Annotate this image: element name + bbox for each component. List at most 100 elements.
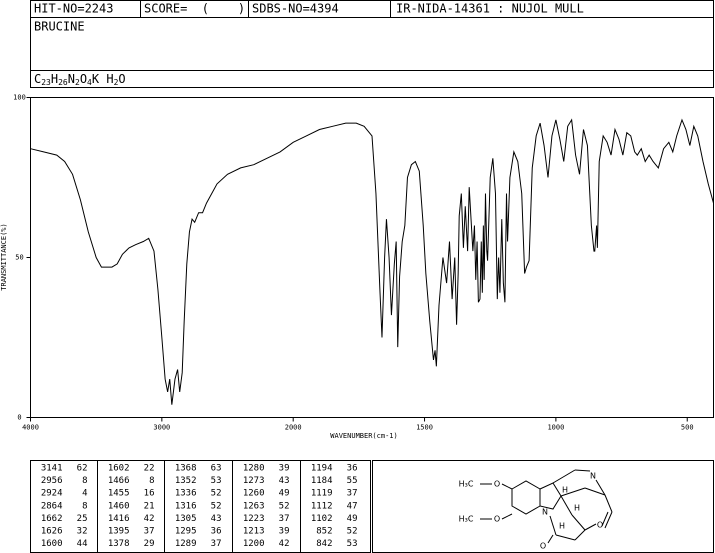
- peak-transmittance: 39: [279, 527, 290, 537]
- peak-wavenumber: 1289: [175, 539, 197, 549]
- peak-transmittance: 8: [82, 476, 87, 486]
- y-axis-label: TRANSMITTANCE(%): [0, 223, 8, 290]
- peak-transmittance: 4: [82, 489, 87, 499]
- peak-transmittance: 36: [211, 527, 222, 537]
- peak-transmittance: 25: [77, 514, 88, 524]
- peak-transmittance: 43: [279, 476, 290, 486]
- peak-wavenumber: 2956: [41, 476, 63, 486]
- peak-wavenumber: 1336: [175, 489, 197, 499]
- peak-transmittance: 52: [279, 501, 290, 511]
- formula: C23H26N2O4K H2O: [34, 72, 126, 87]
- name-box: [30, 17, 714, 71]
- formula-subscript: 4: [87, 78, 92, 87]
- peak-wavenumber: 1602: [108, 464, 130, 474]
- y-tick-label: 100: [13, 94, 26, 102]
- peak-transmittance: 8: [82, 501, 87, 511]
- peak-transmittance: 62: [77, 464, 88, 474]
- peak-transmittance: 16: [144, 489, 155, 499]
- compound-name: BRUCINE: [34, 20, 85, 34]
- hit-no: HIT-NO=2243: [34, 2, 113, 16]
- peak-wavenumber: 1184: [311, 476, 333, 486]
- structure-label: H: [559, 522, 565, 531]
- formula-part: K H: [92, 72, 114, 86]
- peak-transmittance: 44: [77, 539, 88, 549]
- peak-wavenumber: 852: [316, 527, 332, 537]
- formula-part: O: [80, 72, 87, 86]
- peak-transmittance: 36: [347, 464, 358, 474]
- plot-frame: [30, 97, 714, 418]
- peak-wavenumber: 1305: [175, 514, 197, 524]
- peak-transmittance: 52: [211, 489, 222, 499]
- formula-box: [30, 70, 714, 88]
- header-row: [30, 0, 714, 18]
- x-tick-label: 2000: [285, 424, 302, 432]
- peak-wavenumber: 1119: [311, 489, 333, 499]
- formula-subscript: 23: [41, 78, 51, 87]
- structure-label: O: [597, 521, 603, 530]
- structure-label: H: [574, 504, 580, 513]
- x-tick-label: 3000: [153, 424, 170, 432]
- x-axis-label: WAVENUMBER(cm-1): [330, 432, 397, 440]
- peak-transmittance: 39: [279, 464, 290, 474]
- peak-transmittance: 55: [347, 476, 358, 486]
- peak-transmittance: 42: [279, 539, 290, 549]
- peak-wavenumber: 1416: [108, 514, 130, 524]
- peak-wavenumber: 1295: [175, 527, 197, 537]
- structure-label: O: [494, 480, 500, 489]
- peak-wavenumber: 1466: [108, 476, 130, 486]
- x-tick-label: 500: [681, 424, 694, 432]
- sdbs-no: SDBS-NO=4394: [252, 2, 339, 16]
- peak-wavenumber: 2864: [41, 501, 63, 511]
- peak-transmittance: 52: [347, 527, 358, 537]
- formula-part: N: [68, 72, 75, 86]
- y-tick-label: 50: [15, 254, 23, 262]
- peak-wavenumber: 1395: [108, 527, 130, 537]
- peak-wavenumber: 1316: [175, 501, 197, 511]
- peak-transmittance: 47: [347, 501, 358, 511]
- peak-wavenumber: 1600: [41, 539, 63, 549]
- peak-transmittance: 37: [279, 514, 290, 524]
- formula-part: H: [51, 72, 58, 86]
- x-tick-label: 1500: [416, 424, 433, 432]
- peak-transmittance: 29: [144, 539, 155, 549]
- structure-label: H₃C: [459, 515, 474, 524]
- peak-wavenumber: 2924: [41, 489, 63, 499]
- formula-subscript: 2: [75, 78, 80, 87]
- peak-wavenumber: 1455: [108, 489, 130, 499]
- peak-wavenumber: 1280: [243, 464, 265, 474]
- x-tick-label: 4000: [22, 424, 39, 432]
- formula-subscript: 2: [114, 78, 119, 87]
- structure-label: O: [540, 542, 546, 551]
- structure-label: H: [562, 486, 568, 495]
- peak-transmittance: 32: [77, 527, 88, 537]
- peak-transmittance: 49: [279, 489, 290, 499]
- peak-wavenumber: 1368: [175, 464, 197, 474]
- peak-transmittance: 21: [144, 501, 155, 511]
- peak-transmittance: 43: [211, 514, 222, 524]
- x-tick-label: 1000: [547, 424, 564, 432]
- peak-wavenumber: 1662: [41, 514, 63, 524]
- peak-transmittance: 53: [211, 476, 222, 486]
- peak-wavenumber: 1378: [108, 539, 130, 549]
- peak-transmittance: 8: [149, 476, 154, 486]
- peak-wavenumber: 1102: [311, 514, 333, 524]
- peak-transmittance: 37: [144, 527, 155, 537]
- peak-wavenumber: 842: [316, 539, 332, 549]
- peak-wavenumber: 1460: [108, 501, 130, 511]
- peak-wavenumber: 1273: [243, 476, 265, 486]
- structure-label: O: [494, 515, 500, 524]
- structure-label: N: [590, 472, 596, 481]
- peak-transmittance: 37: [211, 539, 222, 549]
- peak-transmittance: 49: [347, 514, 358, 524]
- peak-transmittance: 52: [211, 501, 222, 511]
- peak-wavenumber: 1213: [243, 527, 265, 537]
- ir-no: IR-NIDA-14361 : NUJOL MULL: [396, 2, 584, 16]
- spectrum-line: [30, 118, 714, 405]
- peak-wavenumber: 1223: [243, 514, 265, 524]
- structure-bonds: [480, 469, 613, 544]
- peak-transmittance: 37: [347, 489, 358, 499]
- peak-wavenumber: 1263: [243, 501, 265, 511]
- peak-wavenumber: 1626: [41, 527, 63, 537]
- peak-transmittance: 42: [144, 514, 155, 524]
